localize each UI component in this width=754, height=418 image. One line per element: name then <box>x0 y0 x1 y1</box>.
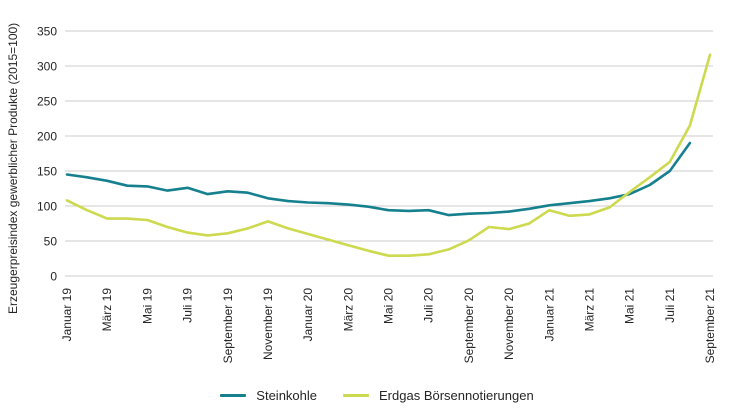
legend-label-erdgas: Erdgas Börsennotierungen <box>379 388 534 403</box>
x-tick-label: März 20 <box>341 288 355 332</box>
series-line-1 <box>65 53 712 257</box>
x-tick-label: Mai 19 <box>140 288 154 324</box>
y-tick-label: 100 <box>37 200 57 214</box>
x-tick-label: Juli 21 <box>663 288 677 323</box>
x-tick-label: November 19 <box>261 288 275 360</box>
x-tick-label: Januar 19 <box>60 288 74 342</box>
x-tick-label: September 19 <box>221 288 235 364</box>
steinkohle-line-swatch <box>220 394 247 397</box>
erdgas-line-swatch <box>343 394 370 397</box>
x-tick-label: Mai 20 <box>382 288 396 324</box>
y-tick-label: 50 <box>44 235 58 249</box>
y-tick-label: 350 <box>37 25 57 39</box>
x-tick-label: Januar 21 <box>542 288 556 342</box>
x-tick-label: Juli 20 <box>422 288 436 323</box>
y-tick-label: 200 <box>37 130 57 144</box>
x-tick-label: Juli 19 <box>181 288 195 323</box>
legend-item-steinkohle: Steinkohle <box>220 388 317 403</box>
y-tick-label: 0 <box>50 270 57 284</box>
legend-item-erdgas: Erdgas Börsennotierungen <box>343 388 534 403</box>
x-tick-label: November 20 <box>502 288 516 360</box>
x-tick-label: März 19 <box>100 288 114 332</box>
x-tick-label: Mai 21 <box>623 288 637 324</box>
y-tick-label: 150 <box>37 165 57 179</box>
chart-legend: Steinkohle Erdgas Börsennotierungen <box>0 388 754 403</box>
legend-label-steinkohle: Steinkohle <box>256 388 318 403</box>
y-tick-label: 250 <box>37 95 57 109</box>
x-tick-label: September 20 <box>462 288 476 364</box>
y-tick-label: 300 <box>37 60 57 74</box>
series-line-0 <box>65 141 692 217</box>
x-tick-label: März 21 <box>582 288 596 332</box>
x-tick-label: Januar 20 <box>301 288 315 342</box>
x-tick-label: September 21 <box>703 288 717 364</box>
